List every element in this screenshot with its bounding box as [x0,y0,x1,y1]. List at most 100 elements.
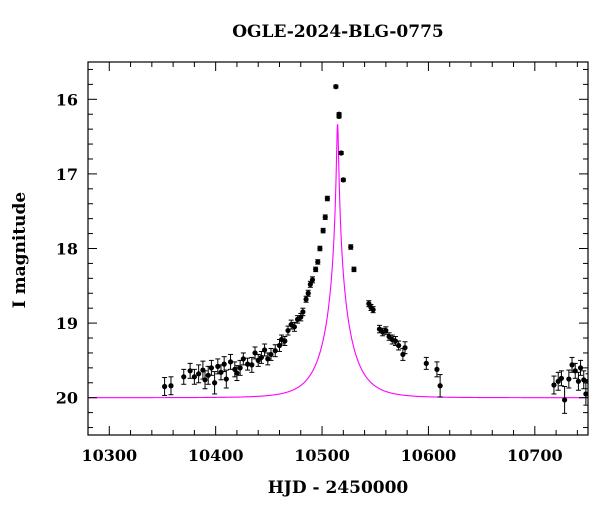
data-point [423,356,429,370]
data-point [351,266,357,273]
data-point [161,377,168,396]
data-point [240,352,246,366]
model-curve-layer [88,124,588,399]
data-point [196,364,202,384]
data-point [237,359,243,376]
data-point-marker [202,377,208,383]
data-point-marker [305,290,311,296]
data-point [181,368,187,385]
data-point-marker [317,245,323,252]
data-point-marker [437,383,443,389]
y-tick-label: 20 [56,389,78,408]
data-point-marker [396,342,402,349]
data-point [392,336,399,346]
data-point-marker [187,368,193,374]
data-point-marker [324,195,330,202]
data-point-marker [227,359,234,365]
data-point [383,326,389,335]
data-point-marker [558,375,565,381]
data-point-marker [221,361,227,367]
y-tick-label: 16 [56,90,78,109]
data-point-marker [575,378,582,384]
data-point-marker [551,382,557,388]
data-point [208,359,215,376]
data-point-marker [315,259,321,265]
data-point [551,375,557,395]
data-point [555,371,561,391]
data-point [221,356,227,373]
data-point [234,365,240,382]
data-point [202,370,208,390]
data-point-marker [351,266,357,272]
data-point [268,347,274,361]
data-point-marker [261,347,268,353]
data-point-marker [300,309,306,315]
data-point-marker [340,177,346,183]
data-point-marker [168,383,174,389]
data-point [244,357,251,371]
data-point-marker [200,367,206,373]
data-point-marker [181,374,187,380]
data-point [249,356,255,373]
data-point-marker [583,391,588,397]
data-point [205,365,211,385]
data-point [303,295,309,303]
data-point [561,386,568,414]
data-point-marker [561,397,568,403]
data-point-marker [196,371,202,377]
data-point [348,244,354,250]
data-point-marker [240,356,246,362]
y-tick-label: 17 [56,165,78,184]
data-point-marker [272,348,278,354]
chart-title: OGLE-2024-BLG-0775 [232,22,444,42]
data-point-marker [400,351,406,358]
data-point [320,227,326,234]
data-point [305,289,311,297]
data-point [402,341,408,355]
data-point [187,362,193,379]
data-point [317,245,323,252]
data-point-marker [434,366,440,372]
model-curve [88,124,588,399]
data-point [218,364,224,381]
data-point-marker [370,307,376,313]
data-point-marker [291,324,297,330]
data-point-marker [348,244,354,250]
data-point [300,307,306,317]
x-tick-label: 10500 [294,446,350,465]
data-point-marker [223,376,229,382]
data-point-marker [161,383,168,390]
data-point-marker [303,296,309,302]
data-point-marker [268,351,274,358]
data-point [338,150,344,156]
data-point-marker [234,370,240,376]
x-axis-label: HJD - 2450000 [267,478,409,498]
data-point-marker [383,327,389,334]
data-point-marker [282,338,288,344]
axes-layer: 10300 10400 10500 10600 10700 16 17 18 19 20 [56,61,589,465]
data-point-marker [566,376,572,382]
data-point-marker [338,150,344,156]
x-tick-label: 10600 [401,446,457,465]
data-point [324,195,330,202]
data-point [322,214,328,220]
x-tick-label: 10700 [507,446,563,465]
data-point-marker [249,362,255,368]
data-point [313,266,319,273]
data-point-marker [205,372,211,378]
data-point-marker [333,84,339,90]
data-point [558,370,565,387]
data-point [396,340,402,351]
data-point [340,177,346,183]
data-point [215,358,221,375]
data-point [566,369,572,389]
data-point [261,343,268,357]
data-point [200,360,206,380]
data-point-marker [423,360,429,366]
data-point [223,369,229,389]
data-point [370,306,376,314]
data-point-marker [191,374,197,380]
data-point-marker [577,365,584,371]
data-point [434,361,440,378]
data-point-marker [313,266,319,272]
